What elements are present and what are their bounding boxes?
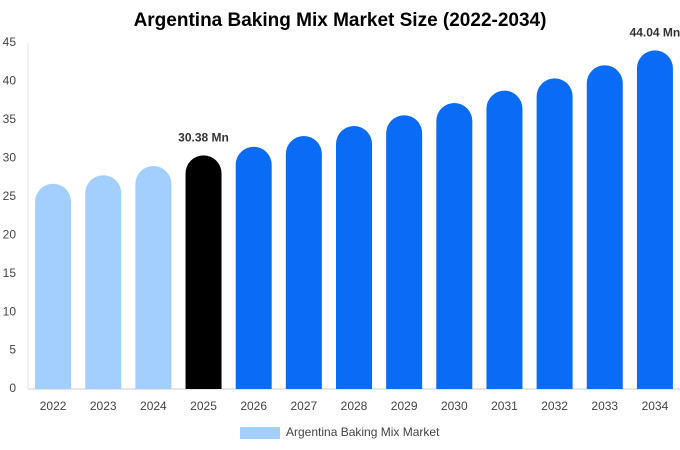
x-tick-label: 2023 <box>90 399 117 413</box>
x-tick-label: 2027 <box>290 399 317 413</box>
x-tick-label: 2022 <box>40 399 67 413</box>
y-tick-label: 30 <box>3 151 17 165</box>
x-tick-label: 2028 <box>341 399 368 413</box>
x-tick-label: 2032 <box>541 399 568 413</box>
bar <box>436 102 473 390</box>
bar <box>536 78 573 389</box>
y-tick-label: 45 <box>3 35 17 49</box>
data-label: 30.38 Mn <box>178 131 229 145</box>
bar <box>35 183 72 389</box>
data-label: 44.04 Mn <box>630 26 680 40</box>
legend-label: Argentina Baking Mix Market <box>286 425 440 439</box>
bar <box>235 146 272 389</box>
y-tick-label: 0 <box>9 381 16 395</box>
x-tick-label: 2033 <box>591 399 618 413</box>
legend-swatch <box>240 427 280 439</box>
x-tick-label: 2030 <box>441 399 468 413</box>
y-tick-label: 35 <box>3 112 17 126</box>
y-tick-label: 25 <box>3 189 17 203</box>
x-tick-label: 2024 <box>140 399 167 413</box>
bar <box>586 65 623 389</box>
y-tick-label: 15 <box>3 266 17 280</box>
bar <box>336 126 372 390</box>
bar <box>486 90 523 389</box>
x-tick-label: 2029 <box>391 399 418 413</box>
bar <box>386 115 423 389</box>
bar <box>285 136 322 389</box>
x-tick-label: 2031 <box>491 399 518 413</box>
bar <box>636 50 673 389</box>
bar <box>185 155 222 389</box>
bar <box>135 166 172 389</box>
x-tick-label: 2025 <box>190 399 217 413</box>
y-tick-label: 10 <box>3 304 17 318</box>
y-tick-label: 20 <box>3 227 17 241</box>
y-tick-label: 40 <box>3 74 17 88</box>
x-tick-label: 2034 <box>642 399 669 413</box>
chart-title: Argentina Baking Mix Market Size (2022-2… <box>134 10 547 31</box>
x-tick-label: 2026 <box>240 399 267 413</box>
bar <box>85 175 122 389</box>
y-tick-label: 5 <box>9 343 16 357</box>
